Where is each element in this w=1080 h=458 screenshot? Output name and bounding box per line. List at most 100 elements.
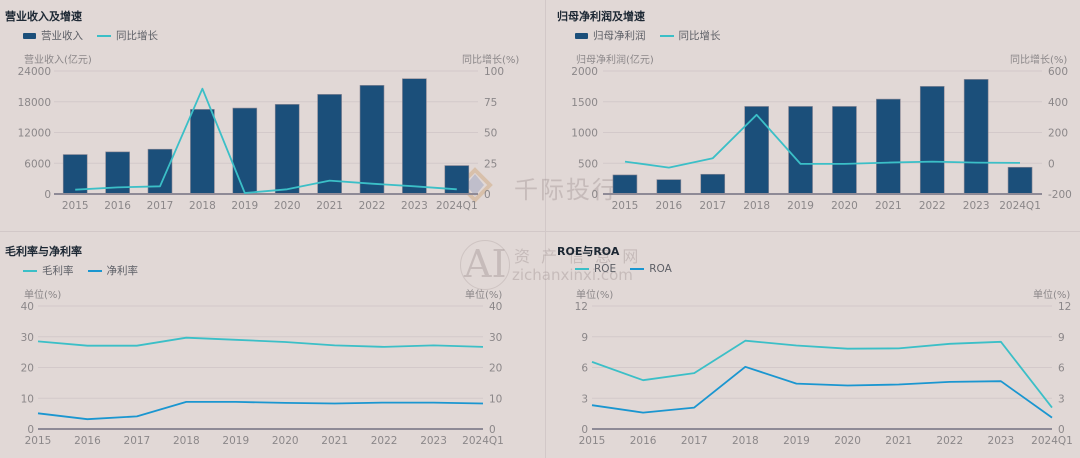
- line-swatch-icon: [87, 269, 102, 272]
- series-line[interactable]: [37, 336, 484, 348]
- x-tick-label: 2017: [681, 435, 708, 447]
- bar[interactable]: [876, 98, 901, 195]
- y-tick-right: 400: [1048, 97, 1068, 109]
- y-tick-left: 1000: [571, 128, 598, 140]
- bar[interactable]: [402, 78, 427, 195]
- y-tick-right: -200: [1048, 189, 1072, 201]
- y-tick-right: 3: [1058, 393, 1065, 405]
- legend-item-roe[interactable]: ROE: [575, 263, 616, 275]
- x-tick-label: 2016: [74, 435, 101, 447]
- legend-label: 归母净利润: [593, 30, 646, 42]
- x-tick-label: 2024Q1: [436, 200, 478, 212]
- legend-item-net-margin[interactable]: 净利率: [87, 263, 139, 278]
- bar[interactable]: [1007, 166, 1033, 195]
- x-tick-label: 2016: [104, 200, 131, 212]
- y-tick-right: 10: [489, 393, 502, 405]
- legend-label: 净利率: [106, 265, 139, 277]
- y-tick-left: 0: [581, 424, 588, 436]
- x-tick-label: 2019: [787, 200, 814, 212]
- x-tick-label: 2021: [885, 435, 912, 447]
- series-line[interactable]: [591, 365, 1053, 419]
- x-tick-label: 2022: [936, 435, 963, 447]
- x-tick-label: 2022: [919, 200, 946, 212]
- x-tick-label: 2015: [579, 435, 606, 447]
- y-tick-right: 100: [484, 66, 504, 78]
- x-tick-label: 2021: [875, 200, 902, 212]
- y-tick-right: 50: [484, 128, 497, 140]
- bar[interactable]: [359, 85, 385, 195]
- x-tick-label: 2019: [783, 435, 810, 447]
- series-line[interactable]: [75, 87, 457, 194]
- bar-swatch-icon: [23, 32, 36, 39]
- y-tick-left: 6: [581, 363, 588, 375]
- x-tick-label: 2023: [401, 200, 428, 212]
- y-tick-right: 12: [1058, 301, 1071, 313]
- x-tick-label: 2022: [359, 200, 386, 212]
- y-tick-left: 20: [21, 363, 34, 375]
- x-tick-label: 2015: [25, 435, 52, 447]
- legend-item-profit-growth[interactable]: 同比增长: [659, 28, 721, 43]
- revenue-chart-title: 营业收入及增速: [5, 10, 82, 23]
- x-tick-label: 2018: [173, 435, 200, 447]
- profit-legend: 归母净利润 同比增长: [575, 28, 721, 43]
- bar[interactable]: [317, 94, 342, 195]
- bar[interactable]: [919, 86, 945, 195]
- bar[interactable]: [62, 154, 88, 195]
- x-tick-label: 2018: [732, 435, 759, 447]
- y-tick-right: 25: [484, 158, 497, 170]
- x-tick-label: 2023: [420, 435, 447, 447]
- x-tick-label: 2024Q1: [999, 200, 1041, 212]
- margin-chart-title: 毛利率与净利率: [5, 245, 82, 258]
- legend-item-gross-margin[interactable]: 毛利率: [23, 263, 74, 278]
- y-tick-right: 6: [1058, 363, 1065, 375]
- x-tick-label: 2023: [988, 435, 1015, 447]
- line-swatch-icon: [630, 268, 645, 270]
- y-tick-left: 40: [21, 301, 34, 313]
- y-tick-right: 0: [489, 424, 496, 436]
- x-tick-label: 2019: [222, 435, 249, 447]
- x-tick-label: 2017: [699, 200, 726, 212]
- legend-item-roa[interactable]: ROA: [630, 263, 672, 275]
- y-tick-left: 10: [21, 393, 34, 405]
- series-line[interactable]: [591, 339, 1053, 409]
- bar[interactable]: [963, 79, 989, 195]
- revenue-legend: 营业收入 同比增长: [23, 28, 158, 43]
- y-tick-right: 9: [1058, 332, 1065, 344]
- x-tick-label: 2016: [630, 435, 657, 447]
- roe-legend: ROE ROA: [575, 263, 672, 275]
- bar[interactable]: [832, 106, 857, 195]
- x-tick-label: 2022: [371, 435, 398, 447]
- y-tick-left: 2000: [571, 66, 598, 78]
- legend-label: 同比增长: [116, 30, 158, 42]
- revenue-right-axis-title: 同比增长(%): [462, 55, 520, 66]
- y-tick-right: 30: [489, 332, 502, 344]
- line-swatch-icon: [575, 268, 589, 270]
- profit-left-axis-title: 归母净利润(亿元): [576, 55, 654, 66]
- y-tick-left: 1500: [571, 97, 598, 109]
- y-tick-left: 0: [44, 189, 51, 201]
- series-line[interactable]: [37, 400, 484, 421]
- y-tick-left: 9: [581, 332, 588, 344]
- y-tick-right: 0: [1048, 158, 1055, 170]
- y-tick-left: 12000: [18, 128, 51, 140]
- y-tick-left: 24000: [18, 66, 51, 78]
- legend-item-revenue-growth[interactable]: 同比增长: [97, 28, 158, 43]
- bar[interactable]: [232, 107, 258, 195]
- legend-item-profit[interactable]: 归母净利润: [575, 28, 646, 43]
- legend-label: ROA: [649, 263, 672, 275]
- x-tick-label: 2023: [963, 200, 990, 212]
- margin-left-axis-title: 单位(%): [24, 290, 62, 301]
- margin-right-axis-title: 单位(%): [465, 290, 503, 301]
- series-line[interactable]: [624, 113, 1021, 169]
- bar[interactable]: [190, 109, 215, 195]
- roe-chart-title: ROE与ROA: [557, 245, 620, 258]
- x-tick-label: 2019: [231, 200, 258, 212]
- x-tick-label: 2017: [124, 435, 151, 447]
- legend-item-revenue[interactable]: 营业收入: [23, 28, 83, 43]
- y-tick-left: 500: [578, 158, 598, 170]
- x-tick-label: 2024Q1: [462, 435, 504, 447]
